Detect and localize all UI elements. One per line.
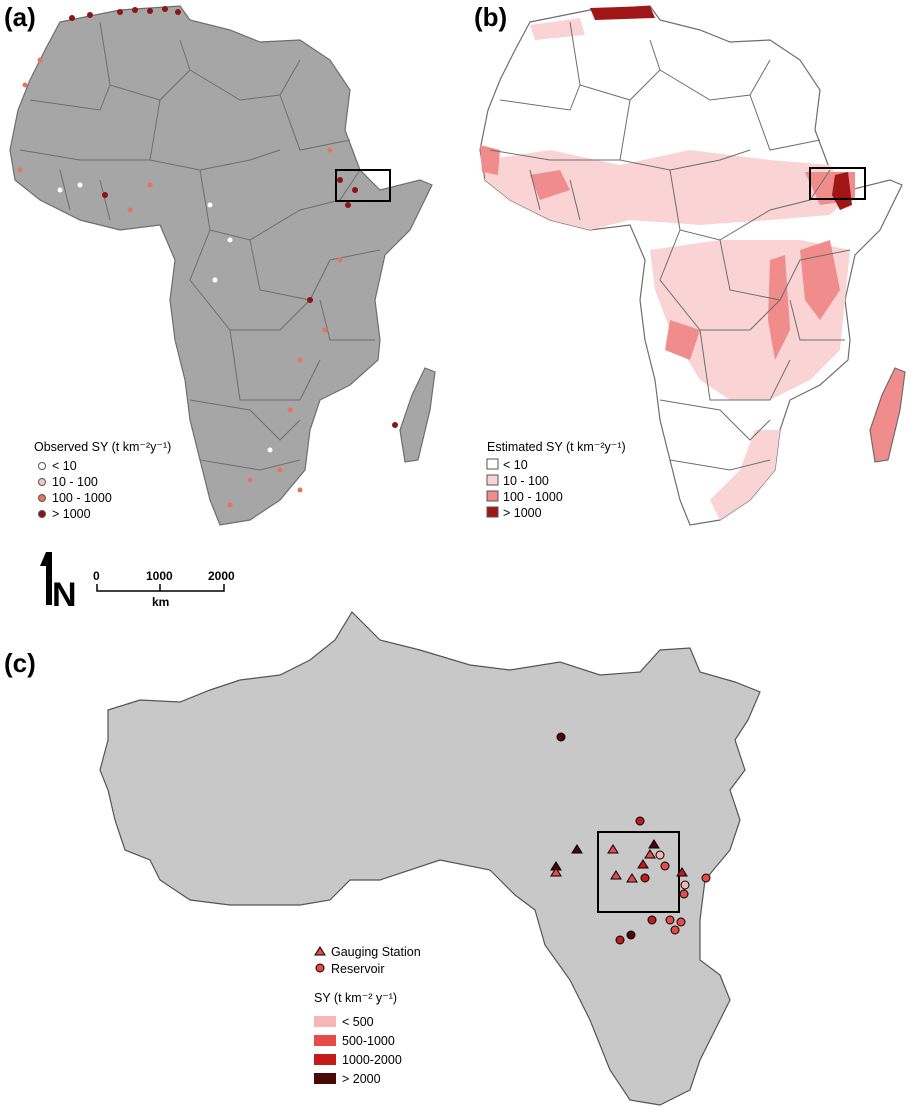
legend-b-item-2: 100 - 1000	[503, 490, 563, 504]
legend-a-title: Observed SY (t km⁻²y⁻¹)	[34, 440, 171, 454]
observed-points	[17, 6, 398, 508]
map-panel-c	[99, 611, 761, 1106]
scale-tick-2: 2000	[208, 569, 235, 583]
legend-c-title: SY (t km⁻² y⁻¹)	[314, 991, 397, 1005]
legend-a-item-2: 100 - 1000	[52, 491, 112, 505]
panel-label-a: (a)	[4, 2, 36, 32]
legend-c-item-3: > 2000	[342, 1072, 381, 1086]
legend-a-item-1: 10 - 100	[52, 475, 98, 489]
north-label: N	[52, 576, 77, 614]
legend-c-symbol-gauging: Gauging Station	[331, 945, 421, 959]
legend-c-item-1: 500-1000	[342, 1034, 395, 1048]
legend-b-item-1: 10 - 100	[503, 474, 549, 488]
study-area-box-b	[809, 167, 866, 200]
scale-tick-0: 0	[93, 569, 100, 583]
panel-label-b: (b)	[474, 2, 508, 32]
legend-b-item-3: > 1000	[503, 506, 542, 520]
panel-label-c: (c)	[4, 648, 36, 678]
map-panel-a	[9, 5, 436, 526]
scale-bar: 0 1000 2000 km	[93, 569, 235, 609]
legend-c-item-0: < 500	[342, 1015, 374, 1029]
legend-a-item-3: > 1000	[52, 507, 91, 521]
legend-b-item-0: < 10	[503, 458, 528, 472]
north-arrow: N	[40, 552, 77, 614]
scale-unit: km	[152, 595, 169, 609]
legend-a: Observed SY (t km⁻²y⁻¹) < 10 10 - 100 10…	[34, 440, 171, 521]
legend-c-symbol-reservoir: Reservoir	[331, 962, 385, 976]
legend-c: Gauging Station Reservoir SY (t km⁻² y⁻¹…	[314, 945, 421, 1086]
reservoir-points	[556, 732, 711, 945]
legend-b: Estimated SY (t km⁻²y⁻¹) < 10 10 - 100 1…	[486, 440, 626, 520]
scale-tick-1: 1000	[146, 569, 173, 583]
legend-b-title: Estimated SY (t km⁻²y⁻¹)	[487, 440, 626, 454]
legend-a-item-0: < 10	[52, 459, 77, 473]
gauging-station-points	[550, 839, 688, 883]
legend-c-item-2: 1000-2000	[342, 1053, 402, 1067]
map-panel-b	[479, 5, 906, 526]
study-area-box-a	[335, 169, 391, 202]
